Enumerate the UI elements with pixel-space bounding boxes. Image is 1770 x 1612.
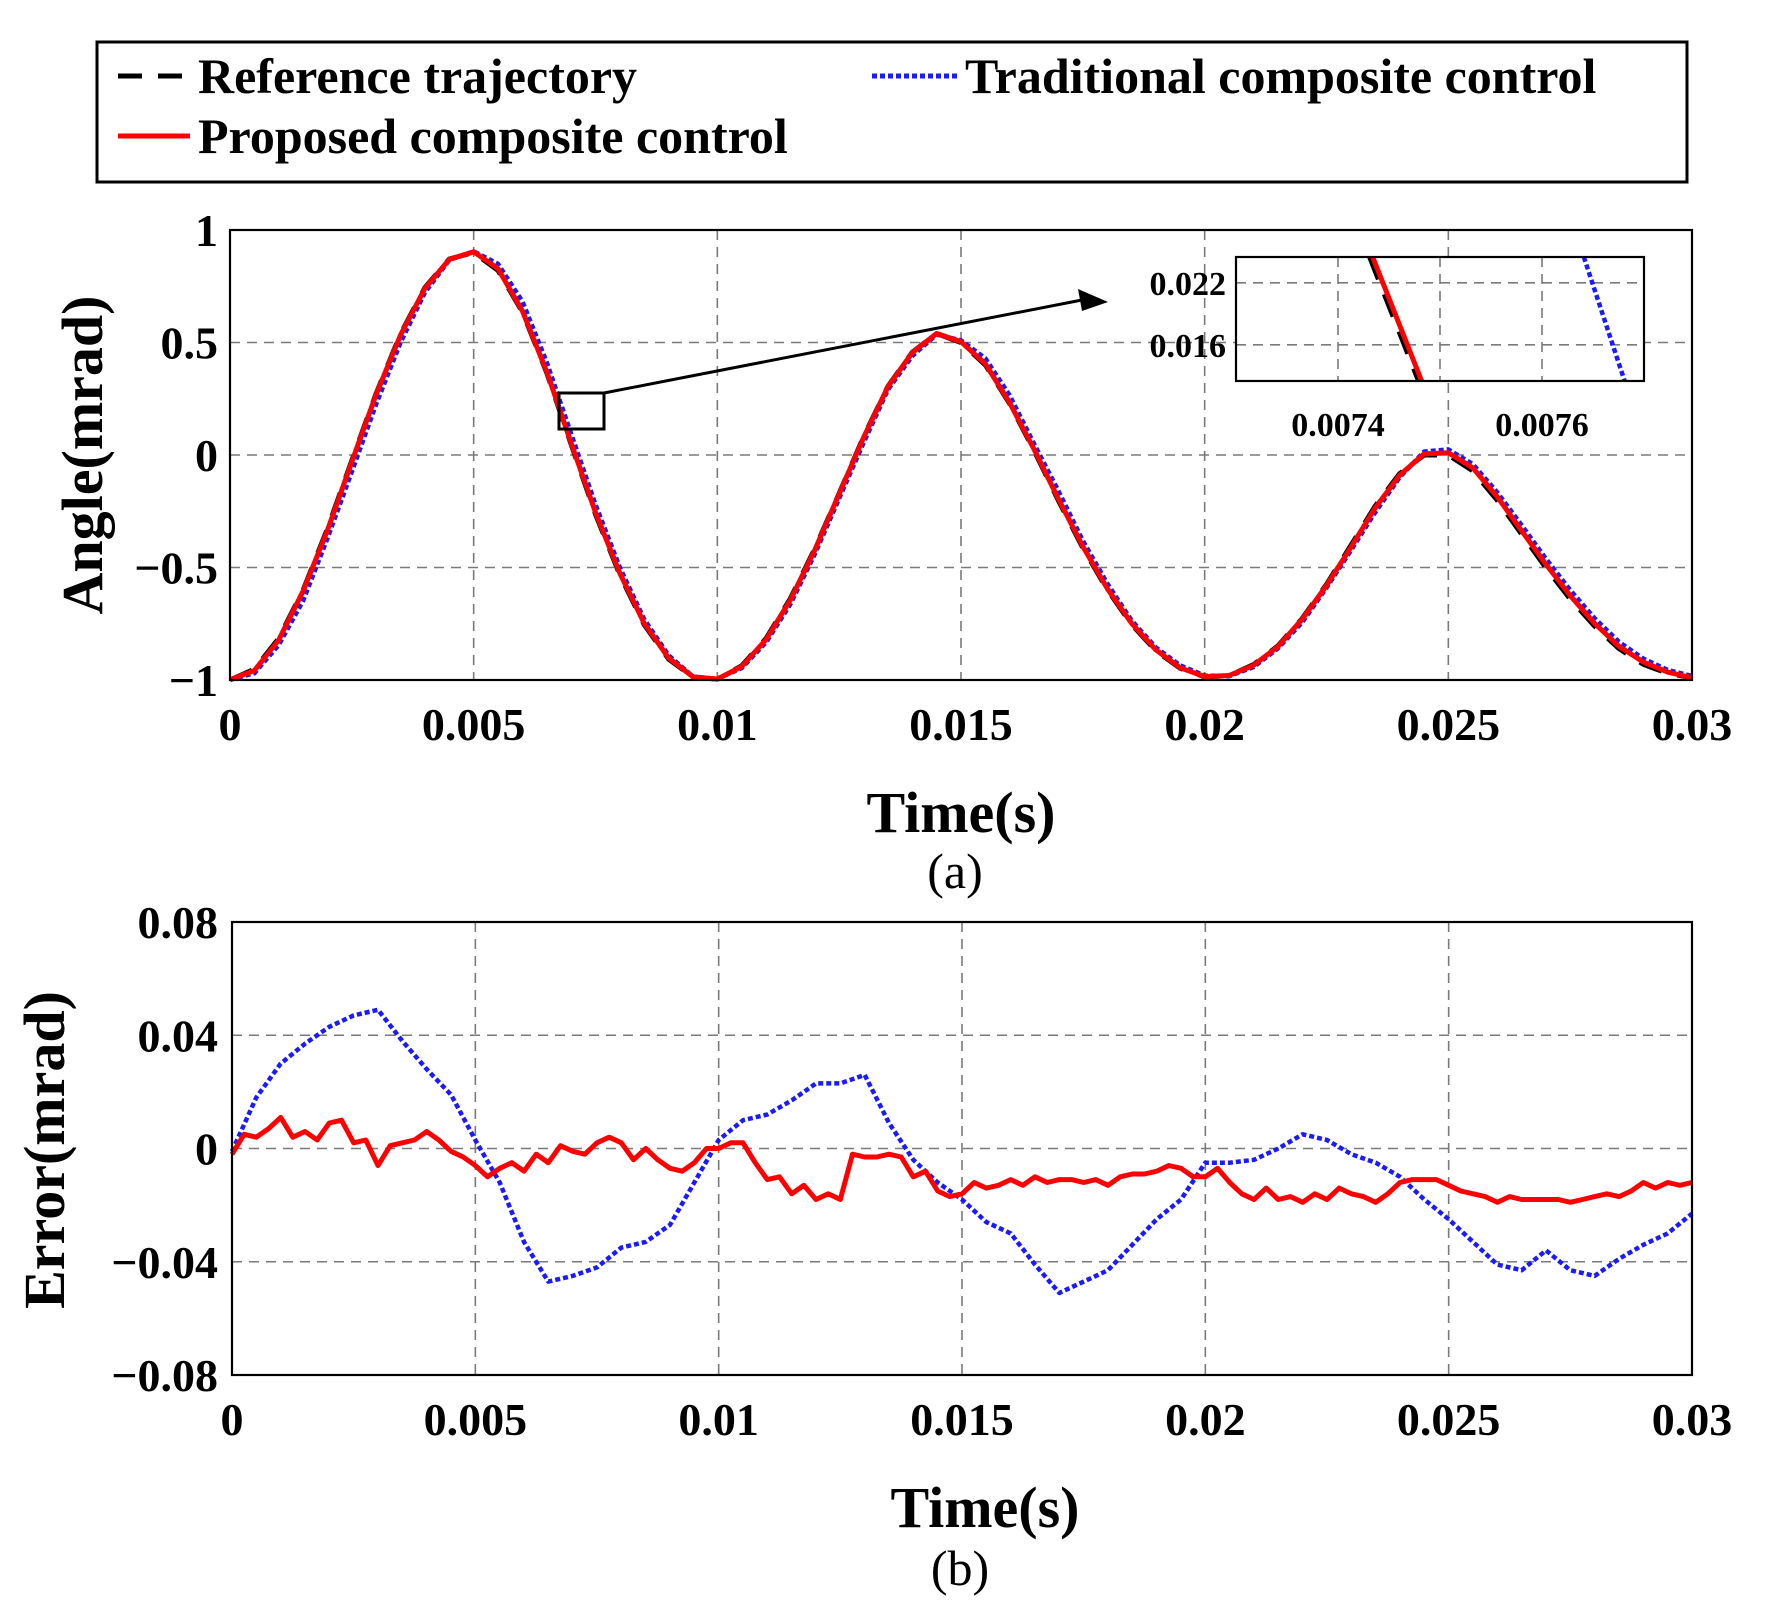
inset-series-line-traditional-composite-control bbox=[1581, 256, 1627, 382]
x-tick-label: 0.03 bbox=[1652, 699, 1733, 750]
inset: 0.0074 0.0076 0.022 0.016 bbox=[1150, 255, 1646, 444]
panel-a-caption: (a) bbox=[927, 843, 983, 899]
inset-y-tick-label: 0.016 bbox=[1150, 328, 1227, 365]
panel-a-xticks: 0 0.005 0.01 0.015 0.02 0.025 0.03 bbox=[219, 699, 1733, 750]
inset-x-tick-label: 0.0074 bbox=[1291, 407, 1385, 444]
x-tick-label: 0.025 bbox=[1397, 1394, 1501, 1445]
y-tick-label: 1 bbox=[195, 205, 218, 256]
legend-label-traditional: Traditional composite control bbox=[965, 48, 1597, 104]
panel-b-frame bbox=[230, 920, 1694, 1377]
inset-x-tick-label: 0.0076 bbox=[1495, 407, 1589, 444]
series-line-proposed-composite-control bbox=[229, 249, 1693, 683]
x-tick-label: 0.03 bbox=[1652, 1394, 1733, 1445]
inset-grid bbox=[1236, 257, 1644, 381]
y-tick-label: 0.5 bbox=[161, 318, 219, 369]
x-tick-label: 0 bbox=[221, 1394, 244, 1445]
panel-b-ylabel: Error(mrad) bbox=[12, 991, 77, 1309]
x-tick-label: 0.01 bbox=[678, 1394, 759, 1445]
inset-y-tick-label: 0.022 bbox=[1150, 266, 1227, 303]
inset-xticks: 0.0074 0.0076 bbox=[1291, 407, 1589, 444]
panel-a-ylabel: Angle(mrad) bbox=[50, 296, 115, 615]
panel-a-frame bbox=[228, 228, 1694, 682]
x-tick-label: 0.02 bbox=[1164, 699, 1245, 750]
panel-b-xlabel: Time(s) bbox=[890, 1475, 1079, 1540]
x-tick-label: 0 bbox=[219, 699, 242, 750]
zoom-arrow-head-icon bbox=[1078, 289, 1108, 311]
legend-label-proposed: Proposed composite control bbox=[198, 108, 788, 164]
y-tick-label: −0.5 bbox=[134, 543, 218, 594]
x-tick-label: 0.01 bbox=[677, 699, 758, 750]
panel-b-yticks: 0.08 0.04 0 −0.04 −0.08 bbox=[111, 897, 218, 1401]
series-line-proposed-composite-control bbox=[229, 1114, 1693, 1205]
panel-b-series bbox=[229, 1007, 1694, 1296]
x-tick-label: 0.015 bbox=[910, 1394, 1014, 1445]
y-tick-label: −0.08 bbox=[111, 1350, 218, 1401]
panel-a: 0 0.005 0.01 0.015 0.02 0.025 0.03 1 0.5 0 −0.5 −1… bbox=[50, 205, 1732, 899]
y-tick-label: 0.08 bbox=[138, 897, 219, 948]
series-line-traditional-composite-control bbox=[229, 1007, 1694, 1296]
y-tick-label: 0 bbox=[195, 430, 218, 481]
inset-series bbox=[1367, 256, 1627, 382]
x-tick-label: 0.005 bbox=[422, 699, 526, 750]
panel-a-yticks: 1 0.5 0 −0.5 −1 bbox=[134, 205, 218, 706]
panel-b-caption: (b) bbox=[931, 1540, 989, 1596]
panel-b-xticks: 0 0.005 0.01 0.015 0.02 0.025 0.03 bbox=[221, 1394, 1733, 1445]
y-tick-label: 0.04 bbox=[138, 1010, 219, 1061]
inset-series-line-reference-trajectory bbox=[1367, 256, 1421, 382]
inset-yticks: 0.022 0.016 bbox=[1150, 266, 1227, 365]
panel-b: 0 0.005 0.01 0.015 0.02 0.025 0.03 0.080.040−0… bbox=[12, 897, 1732, 1596]
panel-a-xlabel: Time(s) bbox=[866, 780, 1055, 845]
x-tick-label: 0.02 bbox=[1165, 1394, 1246, 1445]
y-tick-label: 0 bbox=[195, 1124, 218, 1175]
legend: Reference trajectory Traditional composi… bbox=[95, 40, 1689, 184]
zoom-box bbox=[557, 391, 606, 431]
x-tick-label: 0.015 bbox=[909, 699, 1013, 750]
y-tick-label: −0.04 bbox=[111, 1237, 218, 1288]
x-tick-label: 0.005 bbox=[424, 1394, 528, 1445]
legend-label-reference: Reference trajectory bbox=[198, 48, 637, 104]
y-tick-label: −1 bbox=[169, 655, 218, 706]
panel-a-series bbox=[228, 249, 1693, 683]
inset-frame bbox=[1234, 255, 1646, 383]
legend-box bbox=[95, 40, 1689, 184]
inset-series-line-proposed-composite-control bbox=[1370, 256, 1424, 382]
zoom-arrow bbox=[603, 298, 1083, 395]
panel-b-grid bbox=[232, 922, 1692, 1375]
x-tick-label: 0.025 bbox=[1397, 699, 1501, 750]
